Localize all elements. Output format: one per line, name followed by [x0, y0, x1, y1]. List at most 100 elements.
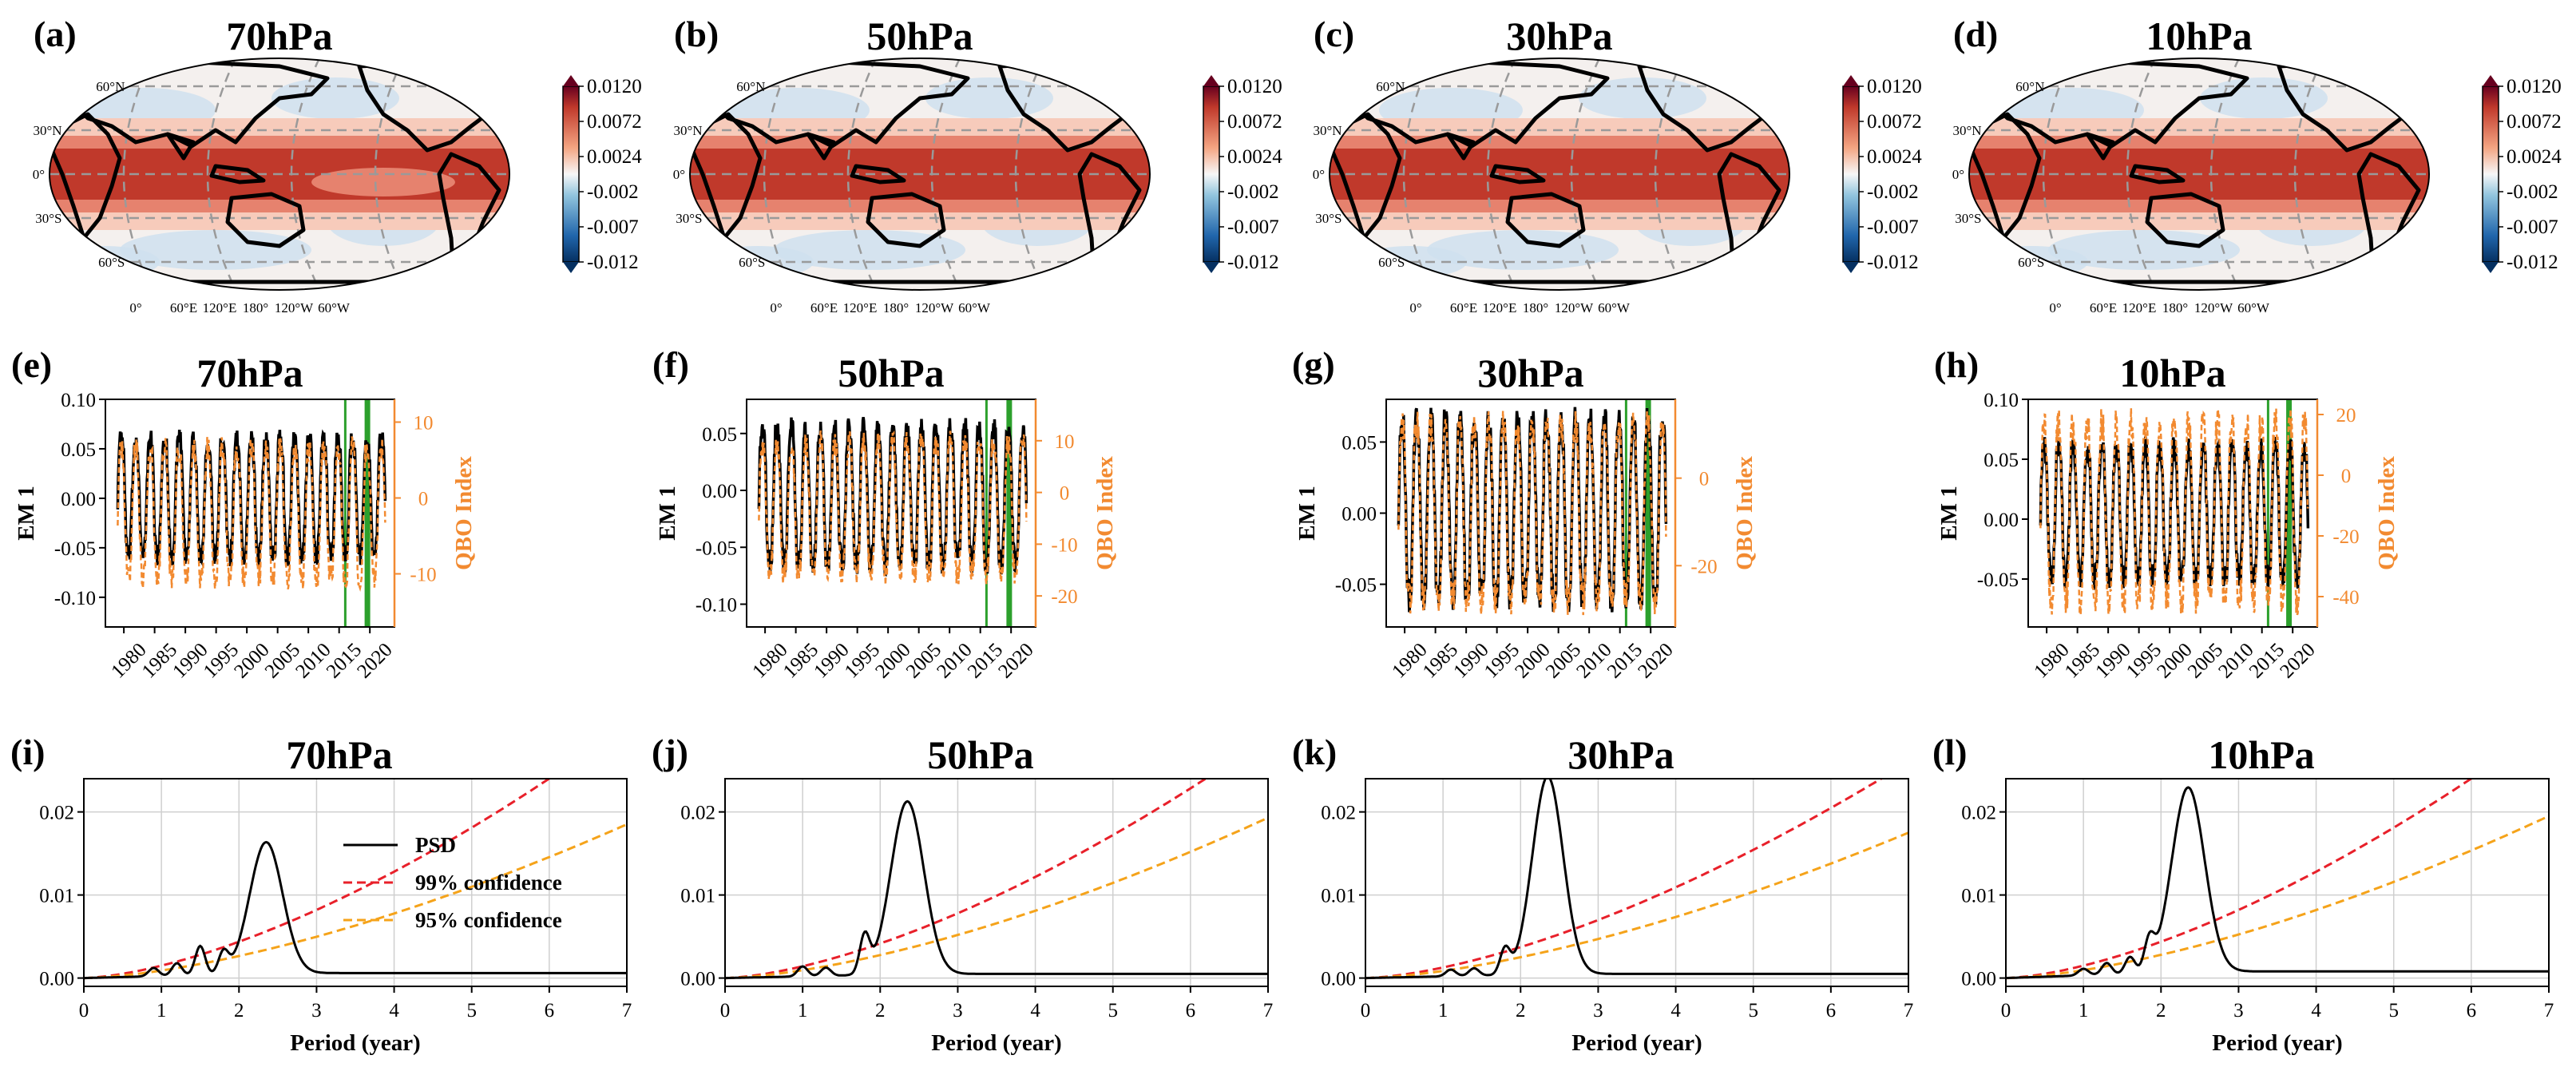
coastline — [2145, 192, 2225, 248]
x-tick-label: 7 — [1263, 1000, 1274, 1021]
lon-label: 0° — [2049, 300, 2061, 315]
y2-tick-label: 20 — [2336, 405, 2356, 426]
lat-label: 0° — [1952, 167, 1964, 182]
map-border — [1329, 58, 1790, 291]
x-tick-label: 5 — [2388, 1000, 2399, 1021]
x-tick-label: 3 — [1593, 1000, 1603, 1021]
y2-axis-label: QBO Index — [2374, 456, 2400, 570]
y-tick-label: 0.01 — [680, 886, 715, 907]
x-tick-label: 6 — [545, 1000, 555, 1021]
negative-anomaly — [925, 77, 1053, 119]
y-tick-label: 0.01 — [1321, 886, 1356, 907]
y-tick-label: 0.00 — [680, 969, 715, 990]
x-tick-label: 2 — [1516, 1000, 1526, 1021]
lon-label: 60°E — [170, 300, 197, 315]
x-axis-label: Period (year) — [1571, 1030, 1702, 1056]
map-border — [49, 58, 510, 291]
coastline — [2129, 164, 2186, 184]
y-axis-label: EM 1 — [655, 486, 680, 540]
y2-axis-label: QBO Index — [1732, 456, 1758, 570]
y-tick-label: 0.00 — [1342, 504, 1377, 526]
colorbar-bottom-arrow — [2483, 262, 2499, 273]
lon-label: 60°W — [958, 300, 991, 315]
coastline — [710, 60, 970, 149]
x-tick-label: 2 — [2156, 1000, 2166, 1021]
conf99-curve — [1365, 779, 1884, 980]
x-tick-label: 7 — [622, 1000, 632, 1021]
y-tick-label: -0.05 — [1977, 569, 2019, 591]
colorbar-label: -0.012 — [1867, 252, 1919, 273]
lon-label: 120°E — [203, 300, 237, 315]
y2-tick-label: 0 — [1060, 483, 1070, 505]
lon-label: 0° — [1409, 300, 1421, 315]
y-axis-label: EM 1 — [14, 486, 39, 540]
psd-panel-2: (k) 30hPa 0 1 2 3 4 5 6 7 0.00 0.01 0.02 Period (year… — [1292, 732, 1913, 1056]
qbo-index-series — [117, 436, 386, 593]
plot-area — [84, 779, 627, 986]
panel-label: (l) — [1932, 732, 1967, 772]
lat-label: 60°S — [1378, 255, 1405, 270]
psd-curve — [2006, 786, 2549, 980]
lon-gridline — [290, 58, 321, 290]
colorbar — [1842, 85, 1860, 263]
colorbar-label: -0.007 — [1227, 216, 1279, 238]
coastline — [69, 60, 330, 149]
panel-label: (b) — [674, 14, 719, 54]
lon-gridline — [2042, 58, 2073, 290]
lon-gridline — [1014, 58, 1045, 290]
coastline — [866, 192, 946, 248]
psd-panel-3: (l) 10hPa 0 1 2 3 4 5 6 7 0.00 0.01 0.02 Period (year… — [1932, 732, 2554, 1056]
lat-label: 0° — [33, 167, 45, 182]
psd-panel-0: (i) 70hPa 0 1 2 3 4 5 6 7 0.00 0.01 0.02 Period (year… — [10, 732, 632, 1056]
lat-label: 30°S — [1315, 211, 1342, 226]
negative-anomaly — [120, 230, 311, 270]
timeseries-panel-0: (e) 70hPa0.100.050.00-0.05-0.10100-101980… — [11, 344, 477, 683]
lon-gridline — [2209, 58, 2241, 290]
x-tick-label: 6 — [2467, 1000, 2477, 1021]
y-tick-label: 0.05 — [1984, 450, 2019, 471]
colorbar-label: 0.0024 — [587, 146, 642, 168]
y2-tick-label: -20 — [1051, 586, 1077, 608]
x-axis-label: Period (year) — [290, 1030, 420, 1056]
x-tick-label: 5 — [466, 1000, 477, 1021]
colorbar-bottom-arrow — [1203, 262, 1219, 273]
y-tick-label: 0.00 — [61, 489, 96, 510]
x-tick-label: 0 — [1361, 1000, 1371, 1021]
lat-label: 30°S — [35, 211, 61, 226]
panel-label: (i) — [10, 732, 45, 772]
lon-label: 180° — [243, 300, 268, 315]
lat-label: 0° — [673, 167, 685, 182]
x-tick-label: 1 — [1438, 1000, 1449, 1021]
colorbar-label: -0.002 — [1227, 181, 1279, 203]
axes-frame — [1365, 778, 1909, 987]
positive-weaker — [311, 168, 455, 196]
lon-label: 0° — [770, 300, 782, 315]
y2-tick-label: -20 — [2332, 526, 2359, 548]
lat-label: 30°N — [33, 123, 61, 138]
lon-gridline — [1402, 58, 1433, 290]
y2-axis-label: QBO Index — [451, 456, 477, 570]
axes-frame — [83, 778, 628, 987]
lon-label: 180° — [1523, 300, 1548, 315]
panel-title: 50hPa — [927, 732, 1033, 777]
y2-tick-label: -20 — [1690, 556, 1717, 577]
x-tick-label: 2 — [875, 1000, 886, 1021]
y-tick-label: 0.10 — [61, 390, 96, 411]
lon-gridline — [846, 58, 878, 290]
y-tick-label: 0.00 — [1321, 969, 1356, 990]
plot-area — [2006, 779, 2549, 986]
x-tick-label: 2020 — [1634, 639, 1677, 682]
lon-label: 180° — [883, 300, 909, 315]
lon-gridline — [374, 58, 405, 290]
coastline — [2085, 132, 2115, 161]
x-tick-label: 7 — [1904, 1000, 1914, 1021]
lon-gridline — [1570, 58, 1601, 290]
panel-title: 30hPa — [1477, 351, 1583, 395]
timeseries-panel-2: (g) 30hPa0.050.00-0.050-20198019851990199… — [1292, 344, 1758, 683]
lon-label: 120°E — [1483, 300, 1517, 315]
legend-entry: 99% confidence — [415, 871, 562, 895]
qbo-index-series — [758, 430, 1028, 585]
y-tick-label: 0.01 — [39, 886, 74, 907]
x-axis-label: Period (year) — [2212, 1030, 2342, 1056]
y-tick-label: 0.05 — [61, 439, 96, 461]
